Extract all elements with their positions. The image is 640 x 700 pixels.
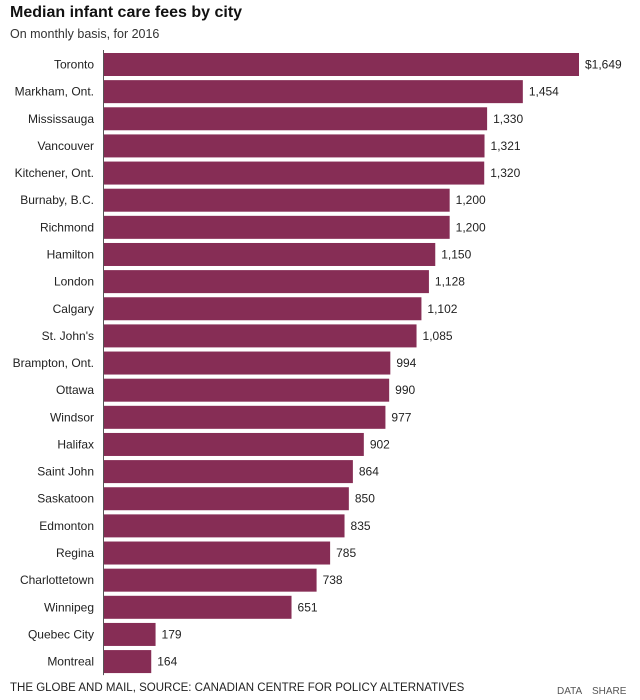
value-label: $1,649	[585, 58, 622, 72]
bar-chart: Toronto $1,649 Markham, Ont. 1,454 Mississau…	[13, 50, 622, 676]
category-label: Montreal	[47, 655, 94, 669]
bar	[104, 541, 331, 565]
bar	[104, 107, 488, 131]
category-label: Edmonton	[39, 519, 94, 533]
value-label: 990	[395, 383, 415, 397]
category-label: Quebec City	[28, 627, 94, 641]
category-label: Windsor	[50, 410, 94, 424]
category-label: Hamilton	[47, 247, 94, 261]
value-label: 651	[298, 600, 318, 614]
bar	[104, 405, 386, 429]
category-label: Burnaby, B.C.	[20, 193, 94, 207]
value-label: 902	[370, 437, 390, 451]
bar	[104, 487, 349, 511]
bar	[104, 215, 450, 239]
bar	[104, 622, 156, 646]
source-note: THE GLOBE AND MAIL, SOURCE: CANADIAN CEN…	[10, 682, 465, 694]
value-label: 1,454	[529, 85, 559, 99]
category-label: Calgary	[53, 302, 94, 316]
bar	[104, 650, 152, 674]
category-label: Saskatoon	[37, 492, 94, 506]
share-button[interactable]: SHARE	[592, 686, 627, 697]
category-label: Toronto	[54, 58, 94, 72]
category-label: Saint John	[37, 465, 94, 479]
category-label: St. John's	[42, 329, 94, 343]
bar	[104, 568, 317, 592]
chart-subtitle: On monthly basis, for 2016	[10, 27, 160, 41]
value-label: 1,102	[427, 302, 457, 316]
bar	[104, 378, 390, 402]
bar	[104, 432, 364, 456]
value-label: 1,085	[423, 329, 453, 343]
bar	[104, 324, 417, 348]
value-label: 850	[355, 492, 375, 506]
bar	[104, 53, 579, 76]
bar	[104, 297, 422, 321]
bar	[104, 80, 523, 104]
category-label: London	[54, 275, 94, 289]
bar	[104, 595, 292, 619]
category-label: Ottawa	[56, 383, 94, 397]
category-label: Kitchener, Ont.	[15, 166, 94, 180]
category-label: Mississauga	[28, 112, 94, 126]
bar	[104, 242, 436, 266]
data-button[interactable]: DATA	[557, 686, 583, 697]
bar	[104, 351, 391, 375]
category-label: Halifax	[57, 437, 94, 451]
value-label: 1,128	[435, 275, 465, 289]
category-label: Winnipeg	[44, 600, 94, 614]
value-label: 1,320	[490, 166, 520, 180]
category-label: Regina	[56, 546, 94, 560]
value-label: 1,200	[456, 220, 486, 234]
chart-title: Median infant care fees by city	[10, 4, 243, 21]
value-label: 1,150	[441, 247, 471, 261]
value-label: 835	[351, 519, 371, 533]
category-label: Markham, Ont.	[15, 85, 94, 99]
bar	[104, 514, 345, 538]
value-label: 785	[336, 546, 356, 560]
value-label: 1,200	[456, 193, 486, 207]
value-label: 1,330	[493, 112, 523, 126]
bar	[104, 134, 485, 158]
category-label: Brampton, Ont.	[13, 356, 94, 370]
value-label: 164	[157, 655, 177, 669]
value-label: 179	[162, 627, 182, 641]
value-label: 864	[359, 465, 379, 479]
category-label: Richmond	[40, 220, 94, 234]
bar	[104, 188, 450, 212]
value-label: 738	[323, 573, 343, 587]
bar	[104, 270, 429, 294]
category-label: Vancouver	[38, 139, 94, 153]
category-label: Charlottetown	[20, 573, 94, 587]
bar	[104, 161, 485, 185]
bar	[104, 460, 353, 484]
value-label: 994	[396, 356, 416, 370]
value-label: 977	[391, 410, 411, 424]
value-label: 1,321	[491, 139, 521, 153]
